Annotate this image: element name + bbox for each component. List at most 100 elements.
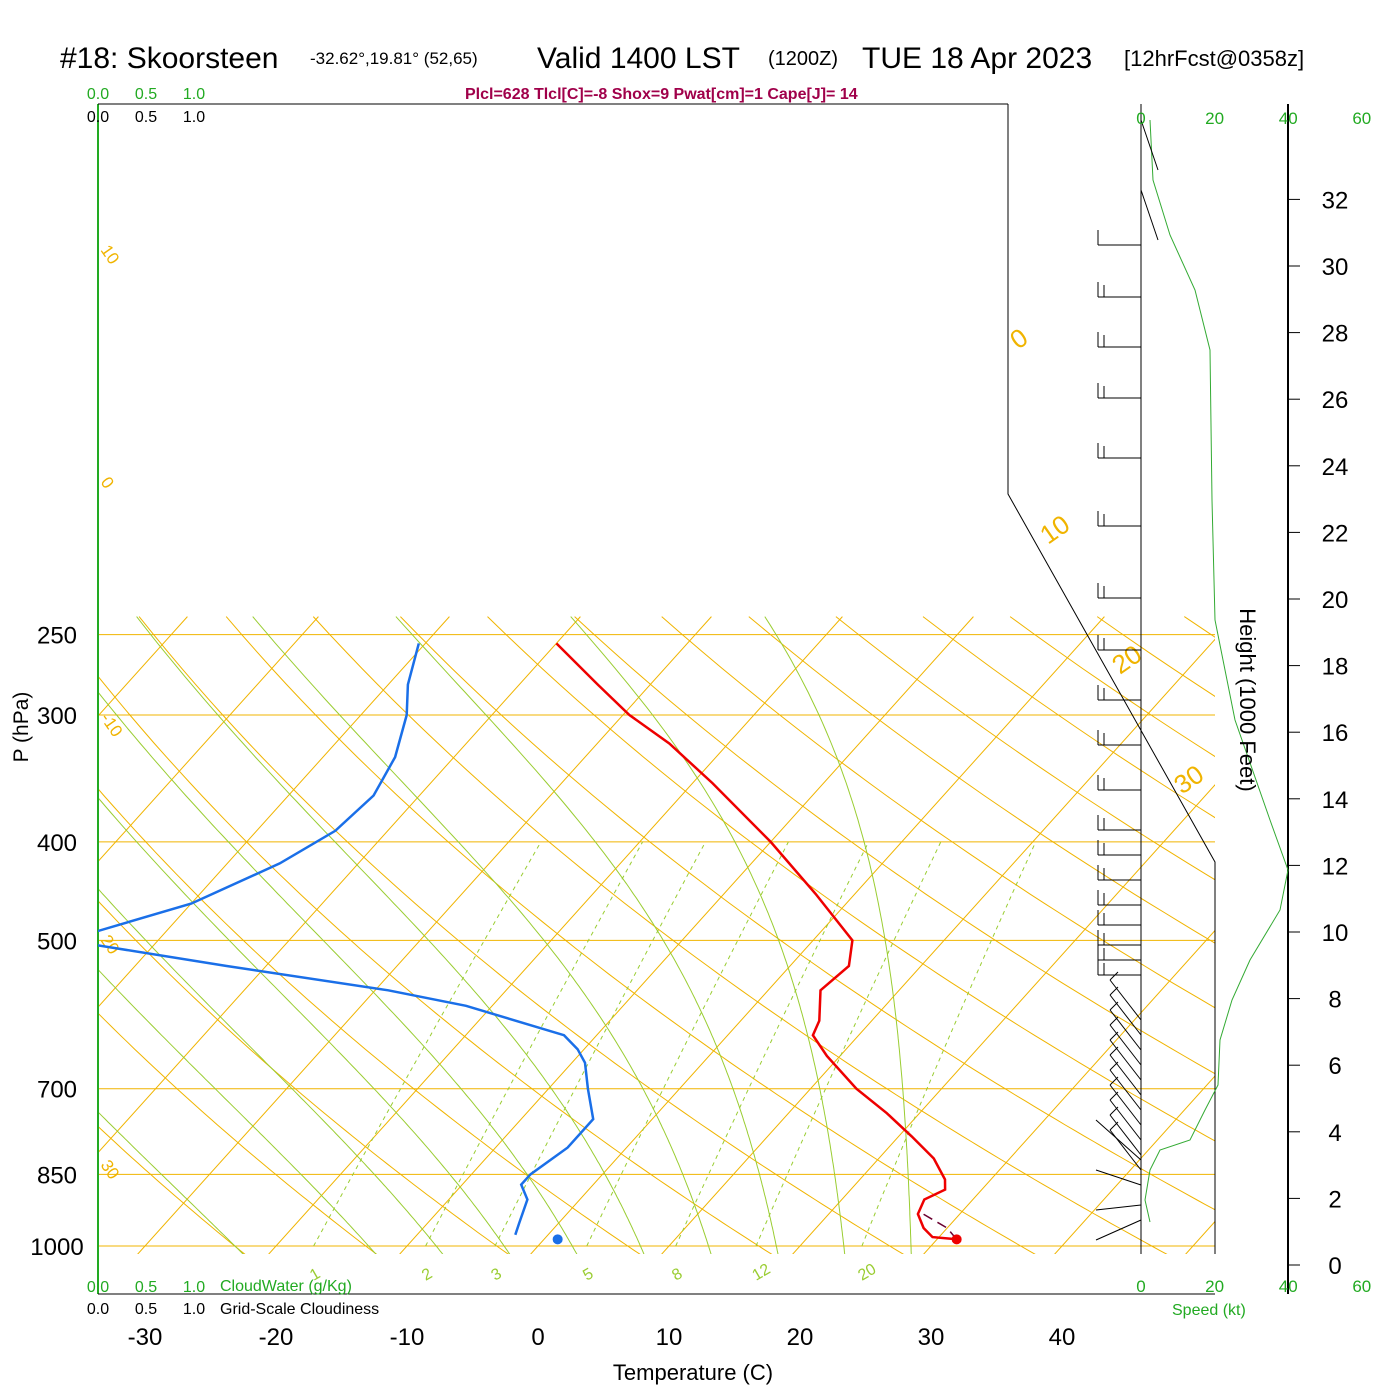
moist-adiabat <box>98 797 511 1254</box>
height-tick-label: 10 <box>1322 920 1349 947</box>
wind-barb <box>1140 119 1159 171</box>
height-tick-label: 24 <box>1322 454 1349 481</box>
wind-barb <box>1109 986 1142 1036</box>
pressure-tick-label: 400 <box>37 830 77 857</box>
height-tick-label: 2 <box>1328 1186 1341 1213</box>
barb-staff <box>1109 1069 1142 1111</box>
temperature-tick-label: 40 <box>1049 1324 1076 1351</box>
temperature-tick-label: 30 <box>918 1324 945 1351</box>
wind-barb <box>1097 685 1141 701</box>
isotherm-line <box>661 638 1215 1254</box>
wind-speed-profile <box>1144 119 1289 1223</box>
wind-barb <box>1097 230 1141 246</box>
moist-adiabat <box>98 691 578 1254</box>
cloud-tick-label: 0.0 <box>87 1279 109 1296</box>
cloudiness-axis-title: Grid-Scale Cloudiness <box>220 1301 379 1318</box>
barb-flag <box>1109 1121 1119 1131</box>
speed-tick-label: 20 <box>1205 1277 1224 1296</box>
moist-adiabat <box>764 616 912 1254</box>
pressure-tick-label: 850 <box>37 1162 77 1189</box>
barb-staff <box>1109 1084 1142 1126</box>
wind-barb <box>1095 1204 1142 1211</box>
mixing-ratio-line <box>861 841 1037 1247</box>
isotherm-label: 30 <box>97 1156 123 1182</box>
speed-tick-label: 40 <box>1279 109 1298 128</box>
cloud-tick-label: 0.0 <box>87 86 109 103</box>
pressure-tick-label: 300 <box>37 703 77 730</box>
dry-adiabat <box>98 1125 246 1254</box>
pressure-tick-label: 1000 <box>30 1234 83 1261</box>
moist-adiabat <box>98 887 444 1254</box>
mixing-ratio-label: 5 <box>580 1265 596 1284</box>
speed-tick-label: 60 <box>1352 1277 1371 1296</box>
wind-barb <box>1097 332 1141 348</box>
isotherm-label: 10 <box>97 241 123 267</box>
isotherm-label-right: 10 <box>1034 509 1075 550</box>
moist-adiabat <box>395 616 779 1254</box>
temperature-tick-label: -20 <box>259 1324 294 1351</box>
temperature-tick-label: 20 <box>787 1324 814 1351</box>
height-tick-label: 26 <box>1322 387 1349 414</box>
isotherm-line <box>98 616 319 863</box>
dry-adiabat <box>487 616 1215 1142</box>
isotherm-line <box>399 616 974 1254</box>
cloud-tick-label: 0.0 <box>87 109 109 126</box>
barb-staff <box>1109 994 1142 1036</box>
speed-tick-label: 0 <box>1136 109 1145 128</box>
right-frame-line <box>1007 104 1216 1254</box>
wind-barb <box>1097 282 1141 298</box>
dry-adiabat <box>98 675 773 1254</box>
dry-adiabat <box>138 616 905 1254</box>
mixing-ratio-label: 12 <box>750 1261 774 1285</box>
valid-date: TUE 18 Apr 2023 <box>862 42 1092 75</box>
barb-staff <box>1140 119 1159 171</box>
height-tick-label: 22 <box>1322 520 1349 547</box>
mixing-ratio-line <box>425 841 644 1247</box>
temperature-tick-label: 0 <box>531 1324 544 1351</box>
barb-staff <box>1109 1039 1142 1081</box>
isotherm-line <box>1185 1220 1215 1254</box>
isotherm-label: 0 <box>97 473 118 492</box>
surface-dewpoint-marker <box>552 1234 563 1245</box>
valid-time: Valid 1400 LST <box>537 42 740 75</box>
mixing-ratio-line <box>313 841 542 1247</box>
dry-adiabat <box>835 616 1215 881</box>
wind-barb <box>1097 960 1141 976</box>
wind-barb <box>1097 890 1141 906</box>
barb-flag <box>1109 971 1119 981</box>
dewpoint-line <box>98 643 595 1236</box>
wind-barb <box>1109 1046 1142 1096</box>
cloud-tick-label: 0.5 <box>135 1301 157 1318</box>
wind-barb <box>1097 443 1141 459</box>
wind-barb <box>1109 1076 1142 1126</box>
barb-flag <box>1109 1046 1119 1056</box>
barb-staff <box>1109 1099 1142 1141</box>
speed-tick-label: 20 <box>1205 109 1224 128</box>
wind-barb <box>1095 1119 1142 1161</box>
cloudwater-axis-title: CloudWater (g/Kg) <box>220 1278 352 1295</box>
dry-adiabat <box>98 900 509 1254</box>
wind-barb <box>1109 1016 1142 1066</box>
height-tick-label: 4 <box>1328 1120 1341 1147</box>
height-tick-label: 0 <box>1328 1253 1341 1280</box>
cloud-tick-label: 0.5 <box>135 1279 157 1296</box>
wind-barb <box>1097 383 1141 399</box>
barb-flag <box>1109 1001 1119 1011</box>
height-tick-label: 12 <box>1322 853 1349 880</box>
temperature-tick-label: -10 <box>390 1324 425 1351</box>
wind-barb <box>1109 1061 1142 1111</box>
isotherm-line <box>530 616 1105 1254</box>
station-coords: -32.62°,19.81° (52,65) <box>310 49 478 68</box>
mixing-ratio-line <box>755 841 942 1247</box>
barb-flag <box>1109 1076 1119 1086</box>
cloud-tick-label: 1.0 <box>183 1279 205 1296</box>
wind-barb <box>1109 1031 1142 1081</box>
dry-adiabat <box>661 616 1215 1009</box>
speed-axis-title: Speed (kt) <box>1172 1302 1246 1319</box>
wind-barb <box>1097 930 1141 946</box>
wind-barb <box>1095 1169 1142 1186</box>
barb-staff <box>1095 1219 1142 1241</box>
isotherm-line <box>923 929 1215 1254</box>
mixing-ratio-label: 20 <box>855 1261 879 1285</box>
dry-adiabat <box>98 1012 378 1254</box>
